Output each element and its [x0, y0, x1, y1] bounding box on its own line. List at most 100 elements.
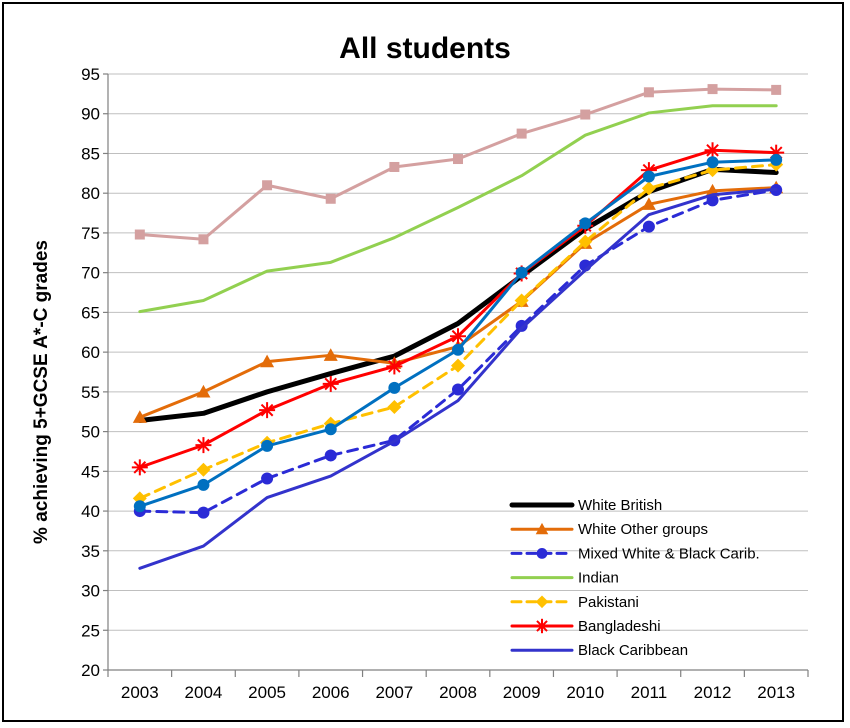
data-point [195, 437, 212, 454]
data-point [641, 197, 656, 210]
legend-label: Black Caribbean [578, 642, 688, 659]
legend-label: Pakistani [578, 594, 639, 611]
data-point [196, 462, 211, 477]
data-point [197, 478, 210, 491]
data-point [386, 358, 403, 375]
y-tick-label: 80 [81, 184, 100, 203]
y-tick-label: 75 [81, 224, 100, 243]
data-point [134, 229, 145, 240]
data-point [453, 154, 463, 165]
legend-item: Mixed White & Black Carib. [510, 545, 760, 562]
series-line [138, 104, 778, 314]
data-point [643, 87, 654, 98]
data-point [387, 399, 402, 414]
y-tick-label: 35 [81, 542, 100, 561]
asterisk-stroke [324, 377, 338, 391]
x-tick-label: 2006 [312, 683, 350, 702]
data-point [388, 381, 401, 394]
data-point [579, 217, 592, 230]
legend: White British White Other groups Mixed Whi… [509, 497, 760, 659]
asterisk-stroke [536, 620, 548, 632]
y-tick-label: 20 [81, 661, 100, 680]
data-point [325, 193, 336, 204]
axes [103, 73, 809, 677]
data-point [261, 439, 274, 452]
data-point [534, 618, 550, 634]
series-lines [131, 84, 785, 570]
data-point [515, 266, 528, 279]
data-point [132, 410, 147, 423]
data-point [131, 459, 148, 476]
data-point [706, 194, 719, 207]
legend-item: White British [509, 497, 662, 514]
x-tick-label: 2003 [121, 683, 159, 702]
y-tick-labels: 20 25 30 35 40 45 50 55 60 65 70 75 80 85 90 95 [81, 65, 100, 680]
y-tick-label: 85 [81, 144, 100, 163]
series-line [138, 87, 778, 241]
legend-item: White Other groups [510, 521, 708, 538]
data-point [642, 220, 655, 233]
series-line [138, 187, 778, 570]
x-tick-label: 2010 [566, 683, 604, 702]
x-tick-label: 2005 [248, 683, 286, 702]
data-point [514, 293, 529, 308]
data-point [261, 472, 274, 485]
data-point [578, 234, 593, 249]
data-point [770, 153, 783, 166]
legend-item: Pakistani [510, 594, 639, 611]
data-point [259, 402, 276, 419]
chart-title: All students [339, 32, 511, 65]
y-tick-label: 25 [81, 621, 100, 640]
x-tick-label: 2004 [185, 683, 223, 702]
legend-item: Indian [510, 570, 619, 587]
chart-frame [2, 2, 844, 722]
asterisk-stroke [133, 461, 147, 474]
data-point [536, 548, 548, 559]
data-point [642, 170, 655, 183]
x-tick-labels: 2003 2004 2005 2006 2007 2008 2009 2010 2011 2012… [121, 683, 795, 702]
data-point [324, 423, 337, 436]
data-point [707, 84, 718, 95]
data-point [389, 161, 400, 172]
data-point [324, 449, 337, 462]
data-point [197, 506, 210, 519]
legend-label: Bangladeshi [578, 618, 661, 635]
data-point [535, 595, 549, 609]
data-point [516, 128, 527, 139]
series-7 [133, 153, 783, 513]
data-point [323, 348, 338, 361]
y-tick-label: 95 [81, 65, 100, 84]
data-point [262, 180, 273, 191]
data-point [452, 383, 464, 396]
series-line [137, 166, 779, 423]
data-point [535, 522, 549, 535]
x-tick-label: 2007 [375, 683, 413, 702]
legend-label: Indian [578, 570, 619, 587]
series-2 [137, 166, 779, 423]
asterisk-stroke [451, 329, 465, 343]
legend-label: Mixed White & Black Carib. [578, 545, 760, 562]
legend-label: White Other groups [578, 521, 708, 538]
x-tick-label: 2008 [439, 683, 477, 702]
asterisk-stroke [388, 360, 401, 373]
data-point [133, 500, 146, 513]
series-1 [138, 104, 778, 314]
data-point [580, 109, 591, 120]
data-point [198, 234, 209, 245]
y-tick-label: 50 [81, 423, 100, 442]
asterisk-stroke [197, 438, 210, 452]
series-8 [138, 187, 778, 570]
data-point [322, 375, 339, 392]
y-tick-label: 45 [81, 462, 100, 481]
y-tick-label: 90 [81, 105, 100, 124]
grid-lines [108, 73, 808, 631]
data-point [260, 354, 275, 368]
legend-label: White British [578, 497, 662, 514]
x-tick-label: 2011 [631, 683, 668, 702]
data-point [704, 142, 721, 159]
data-point [196, 384, 211, 398]
y-tick-label: 60 [81, 343, 100, 362]
series-0 [134, 84, 782, 245]
x-tick-label: 2013 [757, 683, 795, 702]
